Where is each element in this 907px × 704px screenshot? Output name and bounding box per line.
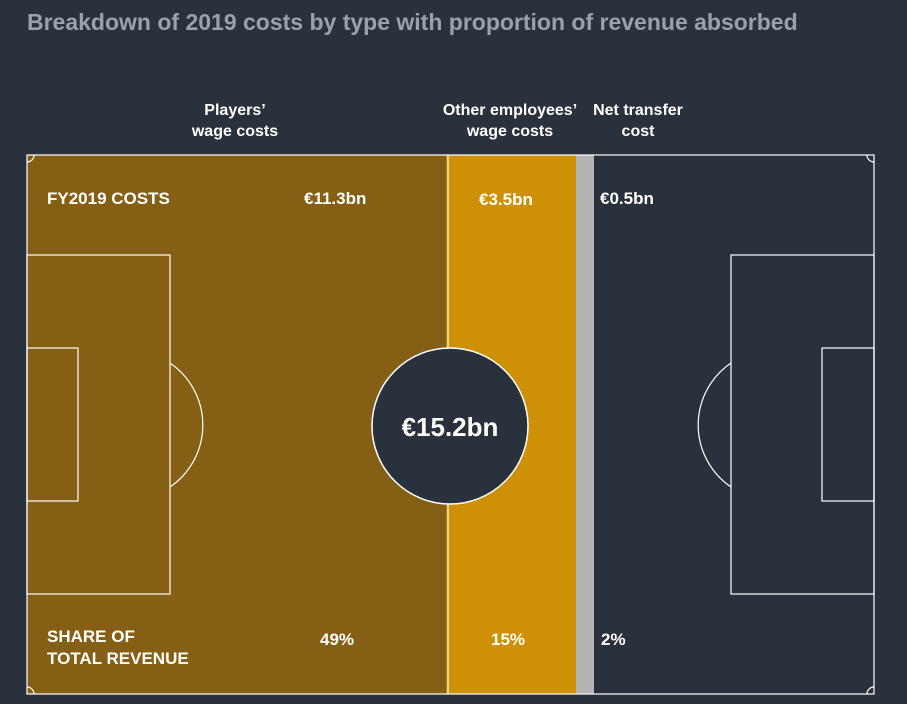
column-header-other-employees-line2: wage costs: [466, 123, 554, 140]
corner-arc-top-left: [26, 154, 35, 163]
bar-segment-net-transfer: [594, 155, 874, 694]
share-value-other-employees: 15%: [491, 630, 526, 649]
right-goal-box: [821, 347, 875, 502]
corner-arc-bottom-right: [866, 686, 875, 695]
column-header-net-transfer-line1: Net transfer: [593, 102, 683, 119]
column-header-net-transfer-line2: cost: [621, 123, 655, 140]
bar-segment-separator: [576, 155, 594, 694]
center-circle: [371, 347, 529, 505]
column-header-players-line1: Players’: [204, 102, 266, 119]
share-row-label-line1: SHARE OF: [47, 627, 135, 646]
cost-value-players: €11.3bn: [304, 189, 367, 208]
share-value-net-transfer: 2%: [601, 630, 626, 649]
chart-title: Breakdown of 2019 costs by type with pro…: [27, 9, 798, 35]
column-header-other-employees-line1: Other employees’: [442, 102, 578, 119]
cost-value-net-transfer: €0.5bn: [600, 189, 654, 208]
left-penalty-arc: [169, 362, 204, 488]
pitch-markings: [26, 154, 875, 695]
costs-row-label: FY2019 COSTS: [47, 189, 170, 208]
column-header-players: Players’ wage costs: [160, 100, 310, 142]
share-row-label-line2: TOTAL REVENUE: [47, 649, 189, 668]
corner-arc-bottom-left: [26, 686, 35, 695]
left-goal-box: [26, 347, 79, 502]
cost-value-other-employees: €3.5bn: [479, 190, 533, 209]
column-header-net-transfer: Net transfer cost: [578, 100, 698, 142]
total-cost-label: €15.2bn: [402, 412, 499, 442]
corner-arc-top-right: [866, 154, 875, 163]
column-header-players-line2: wage costs: [191, 123, 279, 140]
right-penalty-arc: [697, 362, 732, 488]
column-header-other-employees: Other employees’ wage costs: [435, 100, 585, 142]
share-value-players: 49%: [320, 630, 355, 649]
